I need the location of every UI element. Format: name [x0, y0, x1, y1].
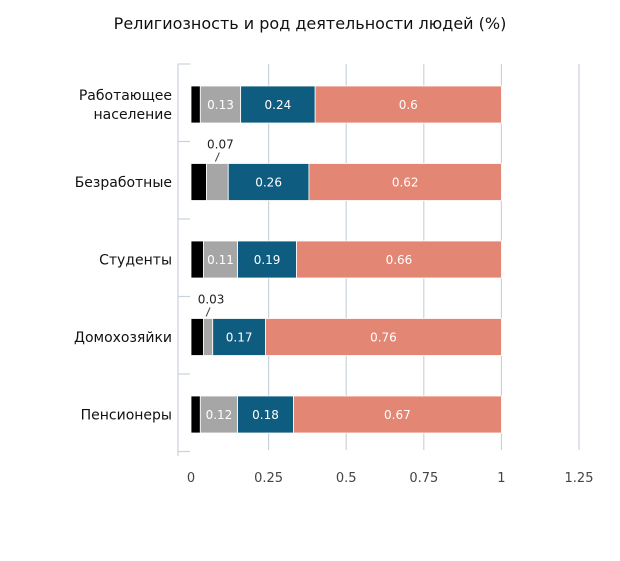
- bar-segment: [308, 163, 502, 201]
- data-label: 0.24: [265, 98, 292, 112]
- category-label: Пенсионеры: [81, 408, 172, 424]
- category-label-line: Пенсионеры: [81, 408, 172, 424]
- x-tick-label: 0.75: [409, 471, 438, 486]
- x-tick-label: 0.25: [254, 471, 283, 486]
- category-label-line: население: [94, 107, 172, 123]
- bar-segment: [199, 85, 242, 124]
- data-label: 0.26: [255, 176, 282, 190]
- bar-segment: [190, 240, 204, 279]
- bar-segment: [296, 240, 502, 279]
- bar-segment: [190, 85, 201, 124]
- category-label: Безработные: [75, 175, 172, 191]
- data-label: 0.13: [207, 98, 234, 112]
- category-label: Работающее население: [79, 88, 172, 123]
- data-label: 0.18: [252, 408, 279, 422]
- data-label: 0.76: [370, 331, 397, 345]
- bar-segment: [314, 85, 502, 124]
- bar-segment: [265, 318, 502, 356]
- category-label: Студенты: [99, 253, 172, 269]
- bar-segment: [212, 318, 266, 356]
- x-tick-label: 0.5: [336, 471, 357, 486]
- data-label: 0.11: [207, 253, 234, 267]
- bar-segment: [227, 163, 310, 201]
- data-label: 0.03: [198, 293, 225, 307]
- data-label: 0.19: [254, 253, 281, 267]
- x-tick-label: 1: [497, 471, 505, 486]
- data-label: 0.66: [386, 253, 413, 267]
- bar-segment: [190, 318, 204, 356]
- data-label: 0.67: [384, 408, 411, 422]
- data-label-leader: [205, 307, 211, 317]
- bar-segment: [206, 163, 229, 201]
- bar-segment: [190, 395, 201, 434]
- data-label: 0.07: [207, 138, 234, 152]
- data-label: 0.62: [392, 176, 419, 190]
- bar-segment: [190, 163, 207, 201]
- category-label-line: Безработные: [75, 175, 172, 191]
- bar-segment: [199, 395, 238, 434]
- category-label-line: Работающее: [79, 88, 172, 104]
- data-label-leader: [214, 152, 220, 162]
- bar-segment: [237, 240, 297, 279]
- bar-segment: [293, 395, 502, 434]
- category-label-line: Домохозяйки: [74, 330, 172, 346]
- x-tick-label: 0: [187, 471, 195, 486]
- category-label-line: Студенты: [99, 253, 172, 269]
- bar-segment: [240, 85, 316, 124]
- x-tick-label: 1.25: [565, 471, 594, 486]
- category-label: Домохозяйки: [74, 330, 172, 346]
- chart-title: Религиозность и род деятельности людей (…: [113, 14, 507, 33]
- bar-segment: [203, 318, 214, 356]
- data-label: 0.17: [226, 331, 253, 345]
- data-label: 0.12: [206, 408, 233, 422]
- data-label: 0.6: [399, 98, 418, 112]
